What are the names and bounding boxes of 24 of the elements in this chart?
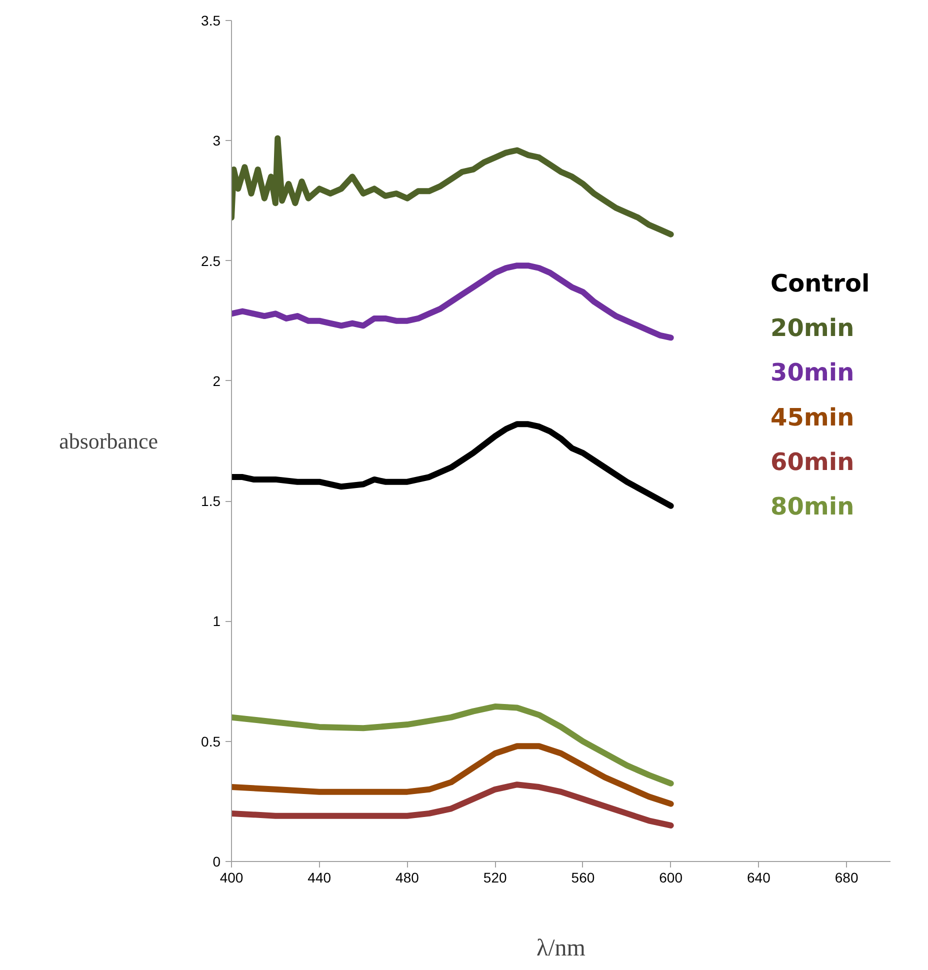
x-tick-label: 680 <box>834 870 858 886</box>
text: 20min <box>770 314 854 342</box>
x-axis-title: λ/nm <box>536 936 586 962</box>
text: 30min <box>770 358 854 387</box>
x-tick-label: 600 <box>659 870 683 886</box>
x-tick-label: 400 <box>220 870 244 886</box>
y-tick-label: 2 <box>212 372 221 389</box>
text: 45min <box>770 403 854 432</box>
x-tick-label: 480 <box>396 870 420 886</box>
y-axis-title: absorbance <box>59 428 158 454</box>
text: Control <box>770 270 870 298</box>
y-tick-label: 3 <box>212 132 221 149</box>
y-tick-label: 1.5 <box>201 493 221 510</box>
y-tick-label: 3.5 <box>201 12 221 28</box>
y-tick-label: 2.5 <box>201 252 221 269</box>
text: 80min <box>770 492 854 520</box>
x-tick-label: 560 <box>571 870 595 886</box>
x-tick-label: 440 <box>308 870 332 886</box>
x-tick-label: 520 <box>483 870 507 886</box>
y-tick-label: 0 <box>212 854 221 870</box>
x-tick-label: 640 <box>747 870 771 886</box>
text: 60min <box>770 448 854 476</box>
y-tick-label: 1 <box>212 613 221 630</box>
y-tick-label: 0.5 <box>201 733 221 750</box>
